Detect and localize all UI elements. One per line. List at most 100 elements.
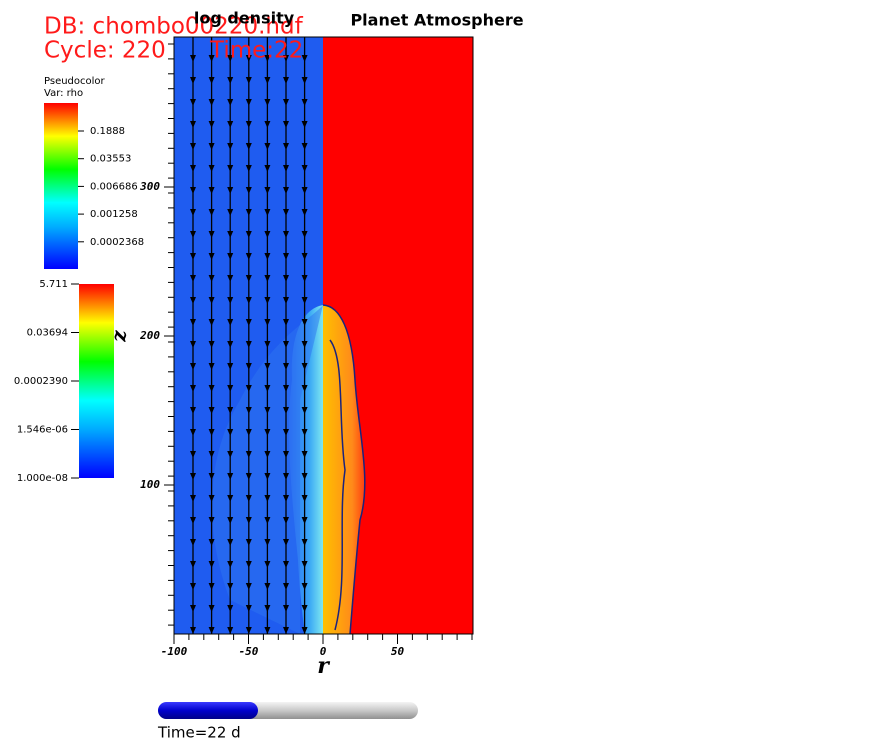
arrow-head xyxy=(301,143,308,150)
axis-ticks: -100 -50 0 50 100 200 300 xyxy=(139,180,404,658)
arrow-head xyxy=(245,451,252,458)
arrow-head xyxy=(245,385,252,392)
arrow-head xyxy=(283,495,289,502)
arrow-head xyxy=(301,253,308,260)
arrow-head xyxy=(283,77,289,84)
arrow-head xyxy=(264,363,271,370)
arrow-head xyxy=(264,121,271,128)
arrow-head xyxy=(245,275,252,282)
arrow-head xyxy=(227,583,234,590)
arrow-head xyxy=(227,341,234,348)
arrow-head xyxy=(190,165,196,172)
arrow-head xyxy=(264,583,271,590)
arrow-head xyxy=(264,429,271,436)
arrow-head xyxy=(227,187,234,194)
arrow-head xyxy=(264,517,271,524)
arrow-head xyxy=(190,627,196,634)
arrow-head xyxy=(227,561,234,568)
arrow-head xyxy=(245,539,252,546)
arrow-head xyxy=(264,627,271,634)
legend-label: 0.03553 xyxy=(90,154,131,165)
arrow-head xyxy=(208,253,215,260)
arrow-head xyxy=(190,275,196,282)
arrow-head xyxy=(208,165,215,172)
arrow-head xyxy=(301,363,308,370)
arrow-head xyxy=(190,495,196,502)
plume-right xyxy=(323,305,365,634)
arrow-head xyxy=(283,165,289,172)
arrow-head xyxy=(227,99,234,106)
arrow-head xyxy=(264,473,271,480)
arrow-head xyxy=(208,341,215,348)
arrow-head xyxy=(245,77,252,84)
y-axis-label: z xyxy=(107,330,131,343)
arrow-head xyxy=(208,121,215,128)
arrow-head xyxy=(208,319,215,326)
arrow-head xyxy=(190,319,196,326)
arrow-head xyxy=(283,385,289,392)
arrow-head xyxy=(208,627,215,634)
arrow-head xyxy=(208,275,215,282)
arrow-head xyxy=(301,77,308,84)
arrow-head xyxy=(264,407,271,414)
arrow-head xyxy=(227,319,234,326)
arrow-head xyxy=(301,451,308,458)
arrow-head xyxy=(301,341,308,348)
arrow-head xyxy=(208,561,215,568)
arrow-head xyxy=(301,627,308,634)
legend-labels: 0.1888 0.03553 0.006686 0.001258 0.0002368 5.… xyxy=(14,126,144,484)
x-tick-label: -100 xyxy=(161,645,188,658)
arrow-head xyxy=(245,341,252,348)
arrow-head xyxy=(227,253,234,260)
arrow-head xyxy=(208,495,215,502)
legend-variable: Var: rho xyxy=(44,88,83,99)
arrow-head xyxy=(190,209,196,216)
arrow-head xyxy=(245,605,252,612)
arrow-head xyxy=(301,495,308,502)
arrow-head xyxy=(190,605,196,612)
arrow-head xyxy=(264,209,271,216)
arrow-head xyxy=(245,253,252,260)
arrow-head xyxy=(227,605,234,612)
arrow-head xyxy=(227,473,234,480)
arrow-head xyxy=(283,297,289,304)
arrow-head xyxy=(283,539,289,546)
arrow-head xyxy=(264,165,271,172)
arrow-head xyxy=(208,231,215,238)
arrow-head xyxy=(283,99,289,106)
minor-ticks xyxy=(168,43,473,640)
arrow-head xyxy=(264,143,271,150)
arrow-head xyxy=(208,385,215,392)
arrow-head xyxy=(245,121,252,128)
arrow-head xyxy=(264,561,271,568)
arrow-head xyxy=(264,275,271,282)
arrow-head xyxy=(283,517,289,524)
arrow-head xyxy=(245,165,252,172)
arrow-head xyxy=(190,121,196,128)
arrow-head xyxy=(264,539,271,546)
arrow-head xyxy=(264,605,271,612)
arrow-head xyxy=(301,319,308,326)
legend-label: 1.546e-06 xyxy=(17,425,68,436)
arrow-head xyxy=(245,517,252,524)
arrow-head xyxy=(245,143,252,150)
legend-label: 5.711 xyxy=(39,279,68,290)
arrow-head xyxy=(208,143,215,150)
arrow-head xyxy=(208,517,215,524)
x-tick-label: 0 xyxy=(320,645,327,658)
arrow-head xyxy=(264,319,271,326)
arrow-head xyxy=(190,539,196,546)
x-axis-label: r xyxy=(317,653,330,679)
arrow-head xyxy=(301,231,308,238)
arrow-head xyxy=(227,121,234,128)
arrow-head xyxy=(301,517,308,524)
arrow-head xyxy=(264,451,271,458)
arrow-head xyxy=(245,473,252,480)
arrow-head xyxy=(190,385,196,392)
arrow-head xyxy=(190,583,196,590)
arrow-head xyxy=(227,517,234,524)
arrow-head xyxy=(190,297,196,304)
arrow-head xyxy=(227,429,234,436)
arrow-head xyxy=(283,341,289,348)
arrow-head xyxy=(227,209,234,216)
